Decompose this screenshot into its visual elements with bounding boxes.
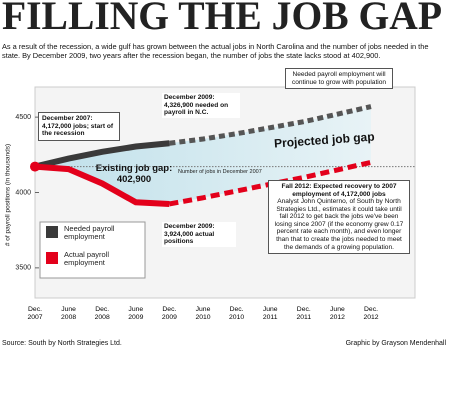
annotation: Needed payroll employment will continue … (285, 68, 393, 90)
series-line (34, 140, 170, 170)
source: Source: South by North Strategies Ltd. (2, 340, 122, 347)
title: FILLING THE JOB GAP (2, 0, 442, 38)
annotation: Analyst John Quinterno, of South by Nort… (274, 198, 404, 251)
legend-label-line: employment (64, 258, 106, 267)
x-tick-label: Dec. 2008 (94, 306, 110, 322)
x-tick-label: Dec. 2007 (27, 306, 43, 322)
series-line (169, 104, 372, 146)
annotation: December 2007: 4,172,000 jobs; start of … (38, 112, 120, 141)
legend-label-line: Needed payroll (64, 224, 115, 233)
annotation-box: Fall 2012: Expected recovery to 2007 emp… (268, 180, 410, 255)
reference-label: Number of jobs in December 2007 (178, 169, 262, 175)
y-tick-label: 3500 (15, 265, 31, 272)
y-tick-label: 4000 (15, 189, 31, 196)
series-line (34, 163, 170, 207)
legend-swatch (46, 226, 58, 238)
annotation: Existing job gap: 402,900 (95, 163, 173, 185)
legend-label: Actual payroll employment (64, 250, 109, 267)
y-axis-label: # of payroll positions (in thousands) (5, 144, 12, 246)
legend-label-line: Actual payroll (64, 250, 109, 259)
annotation: December 2009: 3,924,000 actual position… (162, 222, 236, 247)
annotation: December 2009: 4,326,900 needed on payro… (162, 93, 240, 118)
legend-swatch (46, 252, 58, 264)
x-tick-label: Dec. 2009 (161, 306, 177, 322)
legend-label: Needed payroll employment (64, 224, 115, 241)
x-tick-label: June 2009 (128, 306, 144, 322)
credit: Graphic by Grayson Mendenhall (345, 340, 446, 347)
intro: As a result of the recession, a wide gul… (2, 42, 429, 61)
annotation: Fall 2012: Expected recovery to 2007 emp… (281, 183, 397, 198)
x-tick-label: Dec. 2012 (363, 306, 379, 322)
start-point (30, 161, 40, 172)
x-tick-label: June 2011 (262, 306, 278, 322)
x-tick-label: Dec. 2010 (229, 306, 245, 322)
x-tick-label: June 2008 (61, 306, 77, 322)
x-tick-label: June 2010 (195, 306, 211, 322)
x-tick-label: Dec. 2011 (296, 306, 312, 322)
x-tick-label: June 2012 (329, 306, 345, 322)
legend-label-line: employment (64, 232, 106, 241)
y-tick-label: 4500 (15, 114, 31, 121)
